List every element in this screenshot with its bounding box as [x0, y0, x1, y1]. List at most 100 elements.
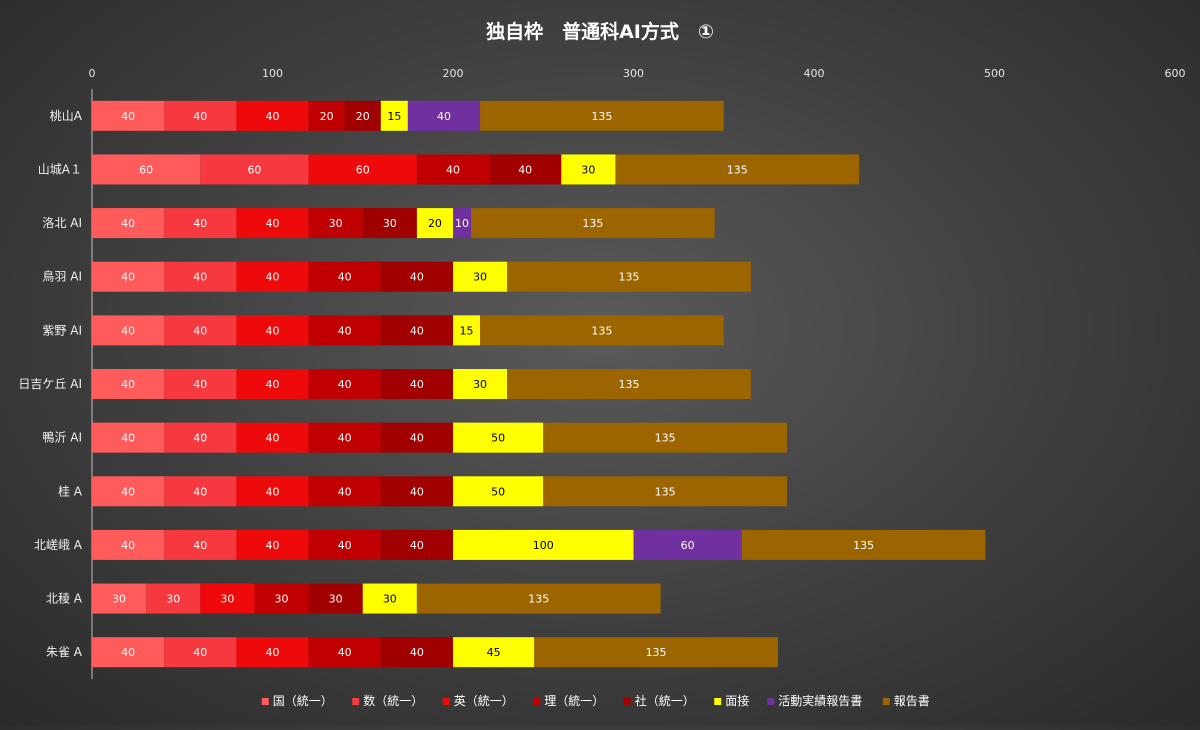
bar-value-label: 20 — [356, 110, 370, 123]
bar-segment — [236, 422, 309, 453]
bar-segment — [236, 100, 309, 131]
bar-value-label: 40 — [121, 646, 135, 659]
bar-segment — [615, 154, 860, 185]
legend-swatch — [767, 698, 775, 705]
bar-segment — [480, 315, 724, 346]
bar-segment — [507, 369, 751, 399]
bar-segment — [236, 637, 309, 668]
bar-value-label: 40 — [193, 432, 207, 445]
bar-segment — [741, 529, 986, 560]
bar-value-label: 40 — [446, 163, 460, 176]
bar-segment — [92, 369, 165, 399]
bar-segment — [380, 637, 453, 668]
bar-segment — [236, 315, 309, 346]
bar-value-label: 60 — [356, 163, 370, 176]
bar-segment — [308, 315, 381, 346]
bar-value-label: 135 — [582, 217, 603, 230]
bar-value-label: 135 — [655, 432, 676, 445]
bar-segment — [362, 208, 417, 239]
bar-value-label: 40 — [121, 378, 135, 391]
bar-segment — [236, 476, 309, 507]
bar-segment — [308, 529, 381, 560]
bar-value-label: 40 — [410, 271, 424, 284]
bar-segment — [453, 476, 544, 507]
bar-segment — [236, 208, 309, 239]
bar-value-label: 30 — [473, 271, 487, 284]
bar-value-label: 40 — [338, 432, 352, 445]
bar-value-label: 40 — [338, 539, 352, 552]
bar-segment — [453, 369, 508, 399]
bar-value-label: 135 — [591, 110, 612, 123]
bar-segment — [380, 529, 453, 560]
bar-segment — [236, 261, 309, 292]
bar-value-label: 40 — [193, 646, 207, 659]
bar-value-label: 40 — [410, 646, 424, 659]
y-axis: 桃山A 山城A１ 洛北 AI 鳥羽 AI 紫野 AI 日吉ケ丘 AI 鴨沂 AI 桂 A 北嵯峨… — [18, 89, 93, 679]
bar-segment — [453, 637, 535, 668]
x-tick-label: 300 — [623, 67, 644, 80]
y-category-label: 朱雀 A — [46, 645, 83, 659]
bar-segment — [308, 476, 381, 507]
legend-label: 理（統一） — [544, 694, 604, 708]
bar-value-label: 30 — [581, 163, 595, 176]
y-category-label: 桂 A — [58, 483, 83, 498]
bar-value-label: 135 — [655, 485, 676, 498]
bar-value-label: 40 — [266, 271, 280, 284]
bar-segment — [200, 583, 255, 614]
legend-label: 面接 — [725, 693, 749, 708]
bar-value-label: 40 — [266, 217, 280, 230]
bar-value-label: 40 — [338, 646, 352, 659]
bar-value-label: 30 — [220, 593, 234, 606]
bar-value-label: 40 — [518, 163, 532, 176]
bar-value-label: 40 — [266, 432, 280, 445]
bar-segment — [92, 100, 165, 131]
bar-value-label: 100 — [533, 539, 554, 552]
bar-segment — [416, 154, 490, 185]
bar-value-label: 40 — [193, 485, 207, 498]
bar-value-label: 20 — [428, 217, 442, 230]
y-category-label: 桃山A — [50, 108, 83, 123]
bar-value-label: 40 — [266, 378, 280, 391]
x-tick-label: 400 — [804, 67, 825, 80]
bar-value-label: 40 — [410, 539, 424, 552]
bar-segment — [407, 100, 481, 131]
bar-segment — [480, 100, 724, 131]
bar-segment — [92, 529, 165, 560]
bar-value-label: 40 — [437, 110, 451, 123]
bar-segment — [380, 315, 453, 346]
bar-value-label: 40 — [410, 432, 424, 445]
legend-swatch — [442, 698, 450, 705]
bar-value-label: 135 — [853, 539, 874, 552]
x-tick-label: 600 — [1165, 67, 1186, 80]
bar-segment — [92, 637, 165, 668]
bar-value-label: 40 — [121, 324, 135, 337]
bar-segment — [164, 369, 237, 399]
x-tick-label: 0 — [89, 67, 96, 80]
bar-segment — [308, 583, 363, 614]
bar-value-label: 40 — [410, 324, 424, 337]
bar-value-label: 135 — [591, 324, 612, 337]
bar-value-label: 40 — [266, 485, 280, 498]
bar-segment — [453, 208, 472, 239]
bar-value-label: 40 — [121, 217, 135, 230]
bar-segment — [416, 583, 661, 614]
bar-value-label: 60 — [247, 163, 261, 176]
bar-segment — [543, 476, 787, 507]
bar-value-label: 30 — [383, 593, 397, 606]
bar-segment — [471, 208, 715, 239]
legend-swatch — [714, 698, 722, 705]
y-category-label: 日吉ケ丘 AI — [18, 377, 82, 391]
legend-swatch — [623, 698, 631, 705]
bar-segment — [164, 208, 237, 239]
x-tick-label: 100 — [262, 67, 283, 80]
bar-segment — [380, 261, 453, 292]
bar-value-label: 45 — [487, 646, 501, 659]
bar-segment — [507, 261, 751, 292]
bar-segment — [416, 208, 453, 239]
bar-segment — [308, 261, 381, 292]
bar-segment — [380, 100, 408, 131]
bar-value-label: 40 — [266, 646, 280, 659]
bar-value-label: 30 — [329, 593, 343, 606]
